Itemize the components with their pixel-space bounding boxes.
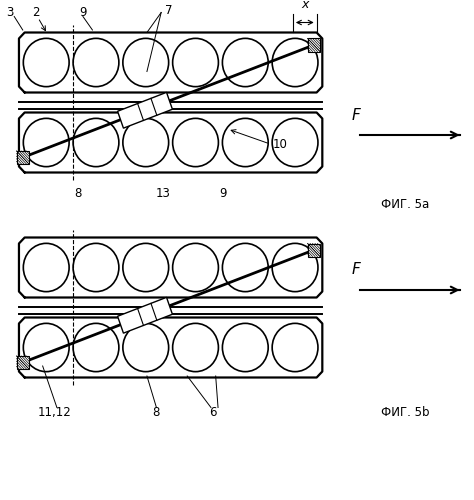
Bar xyxy=(308,38,320,52)
Text: F: F xyxy=(351,108,360,122)
Text: F: F xyxy=(351,262,360,278)
Bar xyxy=(308,244,320,256)
Text: 9: 9 xyxy=(219,187,227,200)
Text: 2: 2 xyxy=(32,6,39,19)
Text: 6: 6 xyxy=(210,406,217,419)
Text: ФИГ. 5а: ФИГ. 5а xyxy=(381,198,429,211)
Text: 8: 8 xyxy=(153,406,160,419)
Text: 8: 8 xyxy=(74,187,82,200)
Bar xyxy=(17,356,29,369)
Text: x: x xyxy=(301,0,309,12)
Text: 7: 7 xyxy=(164,4,172,16)
Bar xyxy=(17,151,29,164)
Text: 11,12: 11,12 xyxy=(37,406,72,419)
Text: 9: 9 xyxy=(79,6,87,19)
Text: 10: 10 xyxy=(273,138,287,151)
Polygon shape xyxy=(118,92,173,128)
Text: 13: 13 xyxy=(156,187,171,200)
Text: ФИГ. 5b: ФИГ. 5b xyxy=(381,406,429,419)
Polygon shape xyxy=(118,298,173,333)
Text: 3: 3 xyxy=(6,6,13,19)
